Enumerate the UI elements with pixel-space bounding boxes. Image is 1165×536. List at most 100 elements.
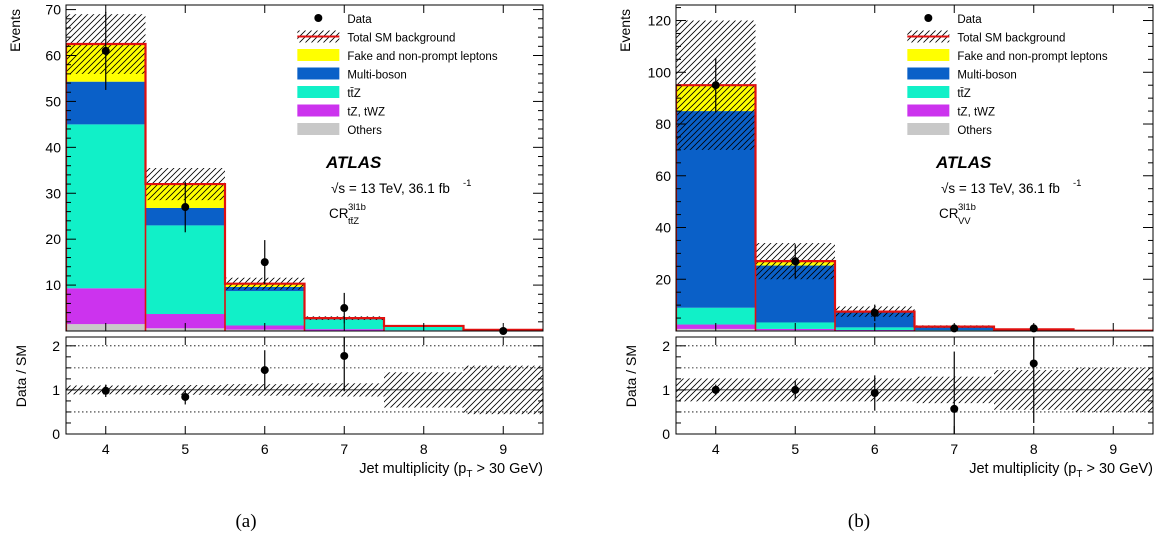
- energy-label: √s = 13 TeV, 36.1 fb: [331, 181, 450, 196]
- main-frame: [65, 4, 544, 332]
- ratio-plot-area: [66, 345, 543, 415]
- y-axis-label: Events: [7, 9, 23, 52]
- y-tick-label: 40: [655, 220, 671, 236]
- y-tick-label: 60: [655, 168, 671, 184]
- data-point: [260, 258, 269, 267]
- legend-label-others: Others: [347, 125, 382, 137]
- legend-swatch-fake: [907, 49, 950, 61]
- data-point: [181, 203, 190, 212]
- y-tick-label: 20: [655, 271, 671, 287]
- y-tick-label: 40: [45, 139, 61, 155]
- atlas-label: ATLAS: [935, 153, 992, 172]
- stack-bar-ttZ: [66, 124, 146, 289]
- ratio-point: [870, 388, 879, 397]
- legend-label-ttZ: tt̄Z: [957, 88, 970, 100]
- legend: Data Total SM background Fake and non-prom…: [907, 14, 1108, 137]
- stack-bar-ttZ: [676, 307, 756, 325]
- data-point: [340, 304, 349, 313]
- y-tick-label: 80: [655, 116, 671, 132]
- legend-swatch-ttZ: [907, 86, 950, 98]
- panel-caption: (a): [235, 511, 256, 532]
- x-tick-label: 5: [181, 441, 189, 457]
- legend-label-tZ_tWZ: tZ, tWZ: [347, 107, 385, 119]
- ratio-y-axis-label: Data / SM: [623, 345, 639, 407]
- ratio-point: [950, 404, 959, 413]
- region-label: CR: [329, 206, 349, 221]
- legend: Data Total SM background Fake and non-prom…: [297, 14, 498, 137]
- ratio-point: [101, 386, 110, 395]
- ratio-point: [711, 385, 720, 394]
- region-sub: tt̄Z: [348, 216, 359, 227]
- x-tick-label: 8: [1030, 441, 1038, 457]
- data-point: [870, 308, 879, 317]
- x-axis-label: Jet multiplicity (pT > 30 GeV): [969, 461, 1153, 480]
- legend-swatch-tZ_tWZ: [297, 104, 340, 117]
- legend-total-label: Total SM background: [347, 33, 455, 45]
- y-tick-label: 10: [45, 277, 61, 293]
- energy-sup: -1: [463, 178, 471, 189]
- region-sup: 3l1b: [958, 202, 976, 213]
- stack-bar-tZ_tWZ: [145, 314, 225, 329]
- ratio-y-tick-label: 0: [52, 426, 60, 442]
- legend-data-label: Data: [347, 14, 372, 26]
- legend-label-tZ_tWZ: tZ, tWZ: [957, 107, 995, 119]
- legend-label-multiboson: Multi-boson: [347, 70, 406, 82]
- panel-caption: (b): [848, 511, 870, 532]
- x-tick-label: 6: [261, 441, 269, 457]
- y-tick-label: 120: [648, 13, 672, 29]
- x-tick-label: 8: [420, 441, 428, 457]
- legend-total-label: Total SM background: [957, 33, 1065, 45]
- legend-label-others: Others: [957, 125, 992, 137]
- legend-data-marker: [314, 14, 323, 22]
- legend-swatch-multiboson: [297, 67, 340, 80]
- main-frame: [675, 4, 1154, 332]
- ratio-frame: [675, 336, 1154, 435]
- legend-label-multiboson: Multi-boson: [957, 70, 1016, 82]
- stack-bar-tZ_tWZ: [66, 288, 146, 325]
- ratio-y-tick-label: 2: [52, 338, 60, 354]
- region-sub: VV: [958, 216, 971, 227]
- ratio-point: [340, 351, 349, 360]
- y-tick-label: 30: [45, 185, 61, 201]
- y-tick-label: 70: [45, 2, 61, 18]
- legend-label-fake: Fake and non-prompt leptons: [957, 51, 1107, 63]
- ratio-frame: [65, 336, 544, 435]
- legend-swatch-tZ_tWZ: [907, 104, 950, 117]
- y-tick-label: 50: [45, 93, 61, 109]
- legend-swatch-others: [907, 123, 950, 135]
- x-tick-label: 7: [340, 441, 348, 457]
- x-tick-label: 4: [102, 441, 110, 457]
- ratio-point: [260, 366, 269, 375]
- legend-swatch-multiboson: [907, 67, 950, 80]
- y-axis-label: Events: [617, 9, 633, 52]
- legend-swatch-fake: [297, 49, 340, 61]
- legend-label-ttZ: tt̄Z: [347, 88, 360, 100]
- energy-label: √s = 13 TeV, 36.1 fb: [941, 181, 1060, 196]
- stack-bar-ttZ: [225, 291, 305, 326]
- region-sup: 3l1b: [348, 202, 366, 213]
- energy-sup: -1: [1073, 178, 1081, 189]
- x-tick-label: 9: [1109, 441, 1117, 457]
- ratio-plot-area: [676, 345, 1153, 413]
- data-point: [101, 46, 110, 55]
- legend-label-fake: Fake and non-prompt leptons: [347, 51, 497, 63]
- ratio-y-tick-label: 1: [662, 382, 670, 398]
- ratio-y-tick-label: 1: [52, 382, 60, 398]
- x-axis-label: Jet multiplicity (pT > 30 GeV): [359, 461, 543, 480]
- legend-data-marker: [924, 14, 933, 22]
- ratio-y-axis-label: Data / SM: [13, 345, 29, 407]
- x-tick-label: 9: [499, 441, 507, 457]
- x-tick-label: 7: [950, 441, 958, 457]
- stack-bar-ttZ: [145, 225, 225, 315]
- atlas-label: ATLAS: [325, 153, 382, 172]
- ratio-y-tick-label: 2: [662, 338, 670, 354]
- ratio-y-tick-label: 0: [662, 426, 670, 442]
- legend-swatch-ttZ: [297, 86, 340, 98]
- ratio-point: [791, 385, 800, 394]
- y-tick-label: 60: [45, 48, 61, 64]
- ratio-point: [1029, 359, 1038, 368]
- legend-data-label: Data: [957, 14, 982, 26]
- ratio-point: [181, 392, 190, 401]
